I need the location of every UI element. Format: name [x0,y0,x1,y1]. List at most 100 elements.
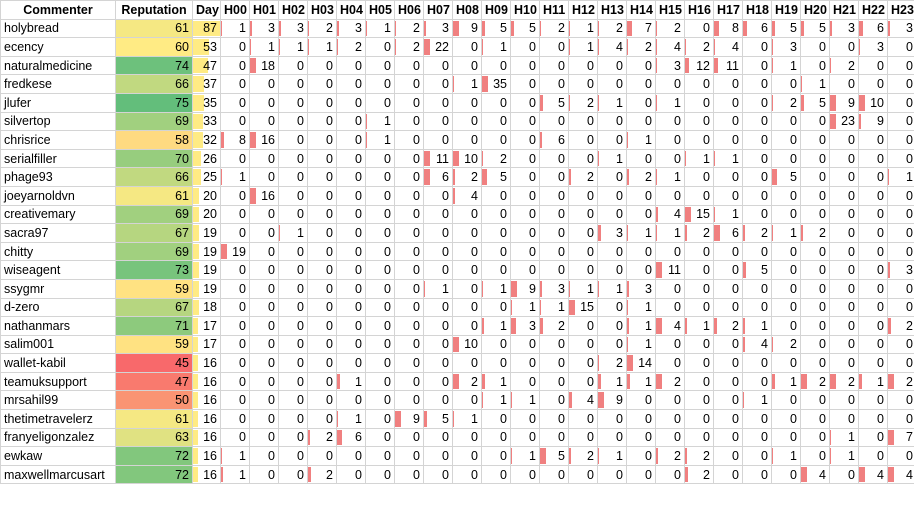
hour-cell-h07[interactable]: 3 [423,18,453,39]
hour-cell-h13[interactable]: 0 [597,334,627,355]
hour-cell-h08[interactable]: 9 [452,18,482,39]
hour-cell-h23[interactable]: 0 [887,74,914,94]
hour-cell-h10[interactable]: 0 [510,130,540,150]
hour-cell-h15[interactable]: 2 [655,371,685,392]
hour-cell-h04[interactable]: 0 [336,204,366,225]
hour-cell-h10[interactable]: 0 [510,371,540,392]
hour-cell-h08[interactable]: 0 [452,464,482,485]
hour-cell-h03[interactable]: 2 [307,464,337,485]
hour-cell-h16[interactable]: 0 [684,334,714,355]
hour-cell-h14[interactable]: 0 [626,390,656,411]
column-header-h23[interactable]: H23 [887,0,914,20]
hour-cell-h09[interactable]: 1 [481,37,511,57]
hour-cell-h13[interactable]: 0 [597,241,627,262]
hour-cell-h23[interactable]: 0 [887,204,914,225]
hour-cell-h13[interactable]: 0 [597,167,627,187]
hour-cell-h09[interactable]: 2 [481,148,511,169]
hour-cell-h02[interactable]: 0 [278,390,308,411]
hour-cell-h18[interactable]: 6 [742,18,772,39]
reputation-cell[interactable]: 61 [115,18,193,39]
hour-cell-h07[interactable]: 0 [423,241,453,262]
hour-cell-h14[interactable]: 0 [626,74,656,94]
hour-cell-h09[interactable]: 1 [481,390,511,411]
hour-cell-h07[interactable]: 0 [423,297,453,318]
hour-cell-h12[interactable]: 0 [568,334,598,355]
hour-cell-h00[interactable]: 0 [220,111,250,132]
hour-cell-h09[interactable]: 1 [481,278,511,299]
hour-cell-h10[interactable]: 1 [510,446,540,466]
hour-cell-h00[interactable]: 0 [220,334,250,355]
hour-cell-h23[interactable]: 3 [887,18,914,39]
hour-cell-h22[interactable]: 0 [858,278,888,299]
hour-cell-h04[interactable]: 0 [336,334,366,355]
hour-cell-h20[interactable]: 0 [800,297,830,318]
hour-cell-h19[interactable]: 0 [771,297,801,318]
hour-cell-h14[interactable]: 0 [626,427,656,448]
hour-cell-h09[interactable]: 35 [481,74,511,94]
hour-cell-h02[interactable]: 0 [278,316,308,336]
hour-cell-h19[interactable]: 0 [771,260,801,280]
reputation-cell[interactable]: 74 [115,55,193,76]
hour-cell-h03[interactable]: 0 [307,353,337,373]
hour-cell-h23[interactable]: 0 [887,297,914,318]
commenter-name-cell[interactable]: wiseagent [0,260,116,280]
hour-cell-h08[interactable]: 1 [452,74,482,94]
hour-cell-h23[interactable]: 0 [887,55,914,76]
hour-cell-h08[interactable]: 0 [452,260,482,280]
hour-cell-h03[interactable]: 0 [307,130,337,150]
hour-cell-h05[interactable]: 0 [365,185,395,206]
hour-cell-h22[interactable]: 10 [858,92,888,113]
hour-cell-h11[interactable]: 0 [539,111,569,132]
hour-cell-h13[interactable]: 2 [597,353,627,373]
hour-cell-h09[interactable]: 0 [481,223,511,243]
hour-cell-h05[interactable]: 0 [365,464,395,485]
hour-cell-h09[interactable]: 0 [481,241,511,262]
hour-cell-h00[interactable]: 0 [220,92,250,113]
day-total-cell[interactable]: 35 [192,92,221,113]
hour-cell-h08[interactable]: 0 [452,55,482,76]
column-header-h12[interactable]: H12 [568,0,598,20]
hour-cell-h00[interactable]: 0 [220,427,250,448]
hour-cell-h01[interactable]: 0 [249,316,279,336]
table-row[interactable]: jlufer 75 35 0 0 0 0 0 0 0 0 0 0 0 5 2 1 0 1 0 0 0 2 5 9 10 0 [0,92,914,113]
hour-cell-h16[interactable]: 1 [684,148,714,169]
hour-cell-h17[interactable]: 0 [713,260,743,280]
hour-cell-h15[interactable]: 4 [655,204,685,225]
hour-cell-h14[interactable]: 1 [626,130,656,150]
hour-cell-h13[interactable]: 9 [597,390,627,411]
reputation-cell[interactable]: 50 [115,390,193,411]
column-header-h15[interactable]: H15 [655,0,685,20]
reputation-cell[interactable]: 66 [115,74,193,94]
commenter-name-cell[interactable]: thetimetravelerz [0,409,116,429]
day-total-cell[interactable]: 19 [192,278,221,299]
hour-cell-h06[interactable]: 0 [394,464,424,485]
hour-cell-h18[interactable]: 1 [742,316,772,336]
hour-cell-h17[interactable]: 0 [713,390,743,411]
hour-cell-h02[interactable]: 0 [278,148,308,169]
hour-cell-h21[interactable]: 0 [829,353,859,373]
hour-cell-h01[interactable]: 3 [249,18,279,39]
hour-cell-h01[interactable]: 0 [249,241,279,262]
hour-cell-h11[interactable]: 0 [539,260,569,280]
hour-cell-h07[interactable]: 0 [423,334,453,355]
day-total-cell[interactable]: 33 [192,111,221,132]
hour-cell-h22[interactable]: 0 [858,223,888,243]
hour-cell-h05[interactable]: 0 [365,353,395,373]
day-total-cell[interactable]: 16 [192,353,221,373]
hour-cell-h04[interactable]: 0 [336,55,366,76]
reputation-cell[interactable]: 59 [115,334,193,355]
hour-cell-h18[interactable]: 0 [742,371,772,392]
hour-cell-h10[interactable]: 0 [510,167,540,187]
hour-cell-h16[interactable]: 0 [684,185,714,206]
hour-cell-h12[interactable]: 0 [568,185,598,206]
hour-cell-h14[interactable]: 0 [626,185,656,206]
hour-cell-h12[interactable]: 0 [568,464,598,485]
hour-cell-h07[interactable]: 0 [423,130,453,150]
hour-cell-h21[interactable]: 1 [829,446,859,466]
hour-cell-h17[interactable]: 0 [713,92,743,113]
hour-cell-h11[interactable]: 3 [539,278,569,299]
hour-cell-h23[interactable]: 0 [887,241,914,262]
hour-cell-h21[interactable]: 0 [829,130,859,150]
hour-cell-h00[interactable]: 0 [220,390,250,411]
hour-cell-h02[interactable]: 0 [278,409,308,429]
